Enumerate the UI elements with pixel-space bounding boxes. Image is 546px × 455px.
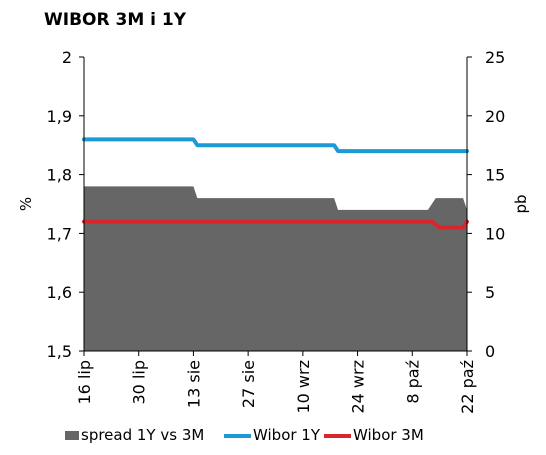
series-line-1 — [82, 137, 469, 154]
x-tick-label: 8 paź — [403, 360, 422, 404]
y-tick-right-label: 0 — [485, 342, 495, 361]
y-tick-left-label: 1,7 — [47, 224, 72, 243]
x-tick-label: 22 paź — [458, 360, 477, 414]
y-tick-right-label: 10 — [485, 224, 505, 243]
y-tick-right-label: 25 — [485, 48, 505, 67]
y-tick-right-label: 5 — [485, 283, 495, 302]
x-tick-label: 13 sie — [184, 360, 203, 408]
legend-label-2: Wibor 3M — [353, 426, 424, 444]
series-line-2 — [82, 219, 469, 230]
y-tick-right-label: 20 — [485, 107, 505, 126]
y-axis-left-label: % — [17, 197, 35, 211]
y-tick-right-label: 15 — [485, 166, 505, 185]
legend-label-1: Wibor 1Y — [253, 426, 321, 444]
x-tick-label: 10 wrz — [294, 360, 313, 414]
y-tick-left-label: 2 — [62, 48, 72, 67]
x-tick-label: 16 lip — [75, 360, 94, 405]
series-area-spread — [84, 186, 467, 351]
y-tick-left-label: 1,9 — [47, 107, 72, 126]
y-axis-right-label: pb — [512, 194, 530, 213]
x-tick-label: 24 wrz — [349, 360, 368, 414]
chart-title: WIBOR 3M i 1Y — [44, 10, 187, 30]
y-tick-left-label: 1,6 — [47, 283, 72, 302]
x-tick-label: 30 lip — [130, 360, 149, 405]
legend-label-0: spread 1Y vs 3M — [81, 426, 204, 444]
y-tick-left-label: 1,5 — [47, 342, 72, 361]
x-tick-label: 27 sie — [239, 360, 258, 408]
y-tick-left-label: 1,8 — [47, 166, 72, 185]
legend-swatch-spread — [65, 431, 79, 440]
